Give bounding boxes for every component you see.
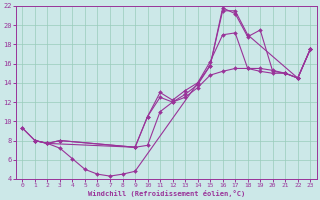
X-axis label: Windchill (Refroidissement éolien,°C): Windchill (Refroidissement éolien,°C) — [88, 190, 245, 197]
